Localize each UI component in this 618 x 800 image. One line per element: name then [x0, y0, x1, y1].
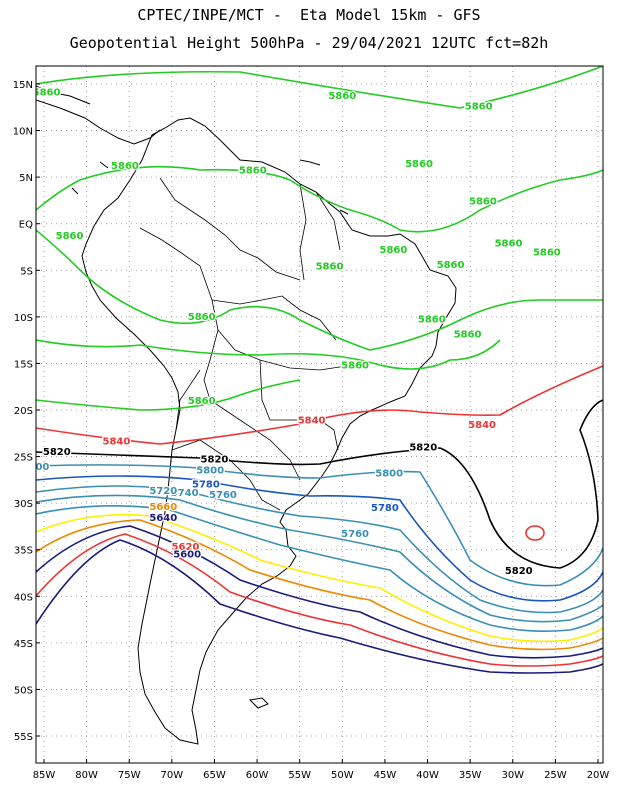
- lon-tick-label: 25W: [544, 770, 567, 781]
- contour-label: 5860: [188, 396, 216, 407]
- contour-5800: [36, 464, 603, 587]
- lon-tick-label: 30W: [501, 770, 524, 781]
- contour-5720: [36, 505, 603, 633]
- contour-label: 5800: [22, 462, 50, 473]
- contour-5620: [36, 539, 603, 674]
- lat-tick-label: 5S: [20, 266, 33, 277]
- lat-tick-label: 10N: [13, 127, 33, 138]
- lat-tick-label: EQ: [19, 220, 33, 231]
- lat-tick-label: 55S: [14, 732, 33, 743]
- contour-label: 5860: [239, 166, 267, 177]
- lon-tick-label: 20W: [587, 770, 610, 781]
- contour-label: 5720: [149, 486, 177, 497]
- contour-5860: [36, 229, 603, 351]
- contour-label: 5860: [418, 315, 446, 326]
- contour-label: 5800: [196, 466, 224, 477]
- lat-tick-label: 50S: [14, 685, 33, 696]
- coastlines: [36, 85, 457, 745]
- lat-tick-label: 40S: [14, 592, 33, 603]
- contour-5860: [36, 339, 501, 370]
- lon-tick-label: 80W: [75, 770, 98, 781]
- contour-label: 5860: [454, 330, 482, 341]
- central-america-coastline: [36, 85, 161, 145]
- contour-label: 5640: [149, 513, 177, 524]
- contour-5860: [36, 66, 603, 109]
- map-title: CPTEC/INPE/MCT - Eta Model 15km - GFS: [137, 6, 481, 24]
- lon-tick-label: 55W: [288, 770, 311, 781]
- lon-tick-label: 60W: [246, 770, 269, 781]
- contour-label: 5860: [469, 196, 497, 207]
- contour-label: 5740: [171, 488, 199, 499]
- contour-label: 5860: [380, 245, 408, 256]
- contour-5780: [36, 475, 603, 602]
- country-borders: [139, 177, 347, 511]
- contour-label: 5780: [192, 480, 220, 491]
- lon-tick-label: 35W: [459, 770, 482, 781]
- lon-tick-label: 40W: [416, 770, 439, 781]
- contour-label: 5860: [328, 91, 356, 102]
- contour-label: 5760: [209, 490, 237, 501]
- contour-label: 5860: [465, 101, 493, 112]
- contour-label: 5600: [173, 549, 201, 560]
- contour-5660: [36, 525, 603, 659]
- contour-5860: [36, 379, 301, 411]
- contour-label: 5860: [405, 159, 433, 170]
- contours: [36, 66, 603, 674]
- caribbean-islands: [71, 159, 349, 215]
- contour-label: 5820: [43, 447, 71, 458]
- contour-label: 5860: [56, 231, 84, 242]
- lon-tick-label: 70W: [161, 770, 184, 781]
- contour-label: 5860: [188, 312, 216, 323]
- lat-tick-label: 10S: [14, 313, 33, 324]
- contour-label: 5840: [468, 420, 496, 431]
- contour-label: 5780: [371, 503, 399, 514]
- south-america-coastline: [81, 117, 457, 745]
- lat-tick-label: 20S: [14, 406, 33, 417]
- contour-label-layer: 5860 5860 5860 5860 5860 5860 5860 5860 5860 5860…: [22, 86, 562, 578]
- contour-label: 5820: [201, 454, 229, 465]
- contour-5840: [36, 365, 603, 445]
- axis-labels: 15N 10N 5N EQ 5S 10S 15S 20S 25S 30S 35S 40S 45S 50S 5…: [13, 80, 610, 781]
- lat-tick-label: 15S: [14, 359, 33, 370]
- lat-tick-label: 15N: [13, 80, 33, 91]
- contour-5700: [36, 513, 603, 643]
- contour-label: 5800: [375, 468, 403, 479]
- lat-tick-label: 25S: [14, 453, 33, 464]
- lat-tick-label: 35S: [14, 546, 33, 557]
- contour-label: 5860: [341, 360, 369, 371]
- contour-label: 5660: [149, 502, 177, 513]
- lon-tick-label: 85W: [33, 770, 56, 781]
- contour-label: 5860: [437, 260, 465, 271]
- falklands: [248, 697, 269, 709]
- contour-label: 5620: [172, 542, 200, 553]
- contour-5760: [36, 485, 603, 614]
- contour-label: 5840: [103, 437, 131, 448]
- graticule-grid: [36, 66, 603, 763]
- contour-5820: [36, 399, 603, 569]
- contour-label: 5860: [111, 161, 139, 172]
- contour-label: 5840: [298, 415, 326, 426]
- contour-label: 5860: [533, 248, 561, 259]
- contour-5640: [36, 533, 603, 667]
- lon-tick-label: 75W: [118, 770, 141, 781]
- map-subtitle: Geopotential Height 500hPa - 29/04/2021 …: [69, 34, 549, 52]
- lat-tick-label: 45S: [14, 639, 33, 650]
- contour-label: 5820: [505, 566, 533, 577]
- lon-tick-label: 65W: [203, 770, 226, 781]
- contour-5840-closed: [525, 525, 545, 541]
- contour-label: 5860: [316, 262, 344, 273]
- contour-label: 5860: [33, 87, 61, 98]
- contour-5860: [36, 165, 603, 233]
- lat-tick-label: 30S: [14, 499, 33, 510]
- contour-label: 5860: [495, 238, 523, 249]
- lon-tick-label: 50W: [331, 770, 354, 781]
- map-frame: [35, 65, 604, 764]
- contour-5680: [36, 519, 603, 651]
- lat-tick-label: 5N: [19, 173, 33, 184]
- lon-tick-label: 45W: [374, 770, 397, 781]
- contour-label: 5820: [409, 442, 437, 453]
- contour-label: 5760: [341, 529, 369, 540]
- contour-5740: [36, 494, 603, 623]
